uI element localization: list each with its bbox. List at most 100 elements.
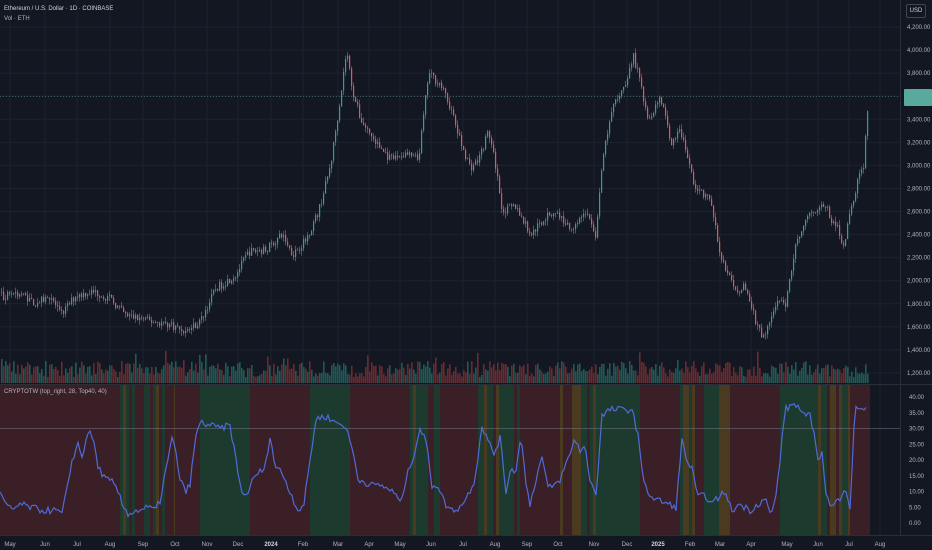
indicator-zone	[680, 385, 683, 535]
candle-body	[409, 152, 411, 155]
volume-bar	[185, 375, 187, 383]
volume-bar	[789, 373, 791, 383]
candle-body	[55, 301, 57, 305]
indicator-axis[interactable]: 40.00 35.00 30.00 25.00 20.00 15.00 10.00 5.00 0…	[909, 395, 925, 527]
volume-bar	[797, 375, 799, 383]
volume-legend[interactable]: Vol · ETH	[4, 16, 30, 22]
indicator-zone	[578, 385, 581, 535]
candle-body	[517, 208, 519, 209]
volume-bar	[791, 365, 793, 383]
volume-bar	[551, 368, 553, 383]
candle-body	[427, 83, 429, 96]
price-tick-label: 3,000.00	[907, 163, 931, 169]
time-tick-label: Feb	[685, 542, 696, 548]
candle-body	[755, 310, 757, 324]
volume-bar	[707, 373, 709, 383]
volume-bar	[127, 362, 129, 383]
candle-body	[851, 205, 853, 215]
time-tick-label: Mar	[715, 542, 725, 548]
volume-bar	[657, 375, 659, 383]
candle-body	[599, 192, 601, 217]
indicator-zone	[818, 385, 821, 535]
candle-body	[293, 255, 295, 257]
candle-body	[411, 152, 413, 157]
indicator-title[interactable]: CRYPTOTW (top_right, 28, Top40, 40)	[4, 389, 107, 395]
indicator-zone	[0, 385, 120, 535]
candle-body	[229, 279, 231, 284]
chart-title[interactable]: Ethereum / U.S. Dollar · 1D · COINBASE	[4, 6, 114, 12]
candle-body	[301, 248, 303, 251]
volume-bar	[281, 364, 283, 383]
candle-body	[505, 212, 507, 214]
volume-bar	[857, 373, 859, 383]
candle-body	[77, 296, 79, 298]
volume-bar	[621, 361, 623, 383]
volume-bar	[793, 369, 795, 383]
candle-body	[433, 72, 435, 76]
candle-body	[51, 298, 53, 300]
volume-bar	[385, 376, 387, 383]
candle-body	[859, 173, 861, 180]
volume-bar	[853, 376, 855, 383]
candle-body	[347, 55, 349, 60]
candle-body	[21, 294, 23, 295]
indicator-zone	[728, 385, 731, 535]
volume-bar	[533, 376, 535, 383]
volume-bar	[663, 367, 665, 383]
candle-body	[209, 302, 211, 310]
volume-bar	[725, 363, 727, 383]
candle-body	[399, 156, 401, 158]
volume-bar	[731, 375, 733, 383]
volume-bar	[229, 376, 231, 383]
volume-bar	[629, 361, 631, 383]
volume-bar	[837, 368, 839, 383]
candle-body	[645, 101, 647, 108]
volume-bar	[291, 368, 293, 383]
volume-bar	[565, 366, 567, 383]
candle-body	[67, 303, 69, 307]
candle-body	[127, 313, 129, 317]
volume-bar	[723, 368, 725, 383]
current-price-box	[904, 89, 932, 106]
volume-bar	[819, 373, 821, 383]
volume-bar	[525, 374, 527, 383]
candle-body	[343, 71, 345, 91]
volume-bar	[821, 368, 823, 383]
volume-bar	[507, 366, 509, 383]
candle-body	[583, 213, 585, 217]
volume-bar	[265, 370, 267, 383]
candle-body	[863, 168, 865, 170]
candle-body	[245, 255, 247, 258]
candle-body	[391, 154, 393, 156]
volume-bar	[549, 366, 551, 383]
indicator-zone	[722, 385, 725, 535]
indicator-zone	[587, 385, 590, 535]
candle-body	[225, 285, 227, 287]
price-tick-label: 3,400.00	[907, 117, 931, 123]
volume-bar	[569, 373, 571, 383]
candle-body	[255, 249, 257, 253]
volume-bar	[237, 363, 239, 383]
currency-badge[interactable]: USD	[906, 4, 926, 18]
volume-bar	[701, 366, 703, 383]
candle-body	[131, 314, 133, 316]
candle-body	[75, 296, 77, 302]
volume-bar	[769, 376, 771, 383]
price-tick-label: 2,000.00	[907, 279, 931, 285]
candle-body	[733, 279, 735, 287]
volume-bar	[275, 374, 277, 383]
candle-body	[197, 325, 199, 329]
volume-bar	[505, 364, 507, 383]
volume-bar	[177, 366, 179, 383]
price-candles	[1, 48, 869, 340]
volume-bar	[89, 365, 91, 383]
time-axis[interactable]: May Jun Jul Aug Sep Oct Nov Dec 2024 Feb Mar Apr May…	[4, 542, 885, 548]
candle-body	[719, 241, 721, 253]
volume-bar	[683, 372, 685, 383]
candle-body	[681, 129, 683, 138]
candle-body	[649, 117, 651, 119]
volume-bar	[53, 369, 55, 383]
indicator-zone	[848, 385, 851, 535]
candle-body	[217, 289, 219, 291]
